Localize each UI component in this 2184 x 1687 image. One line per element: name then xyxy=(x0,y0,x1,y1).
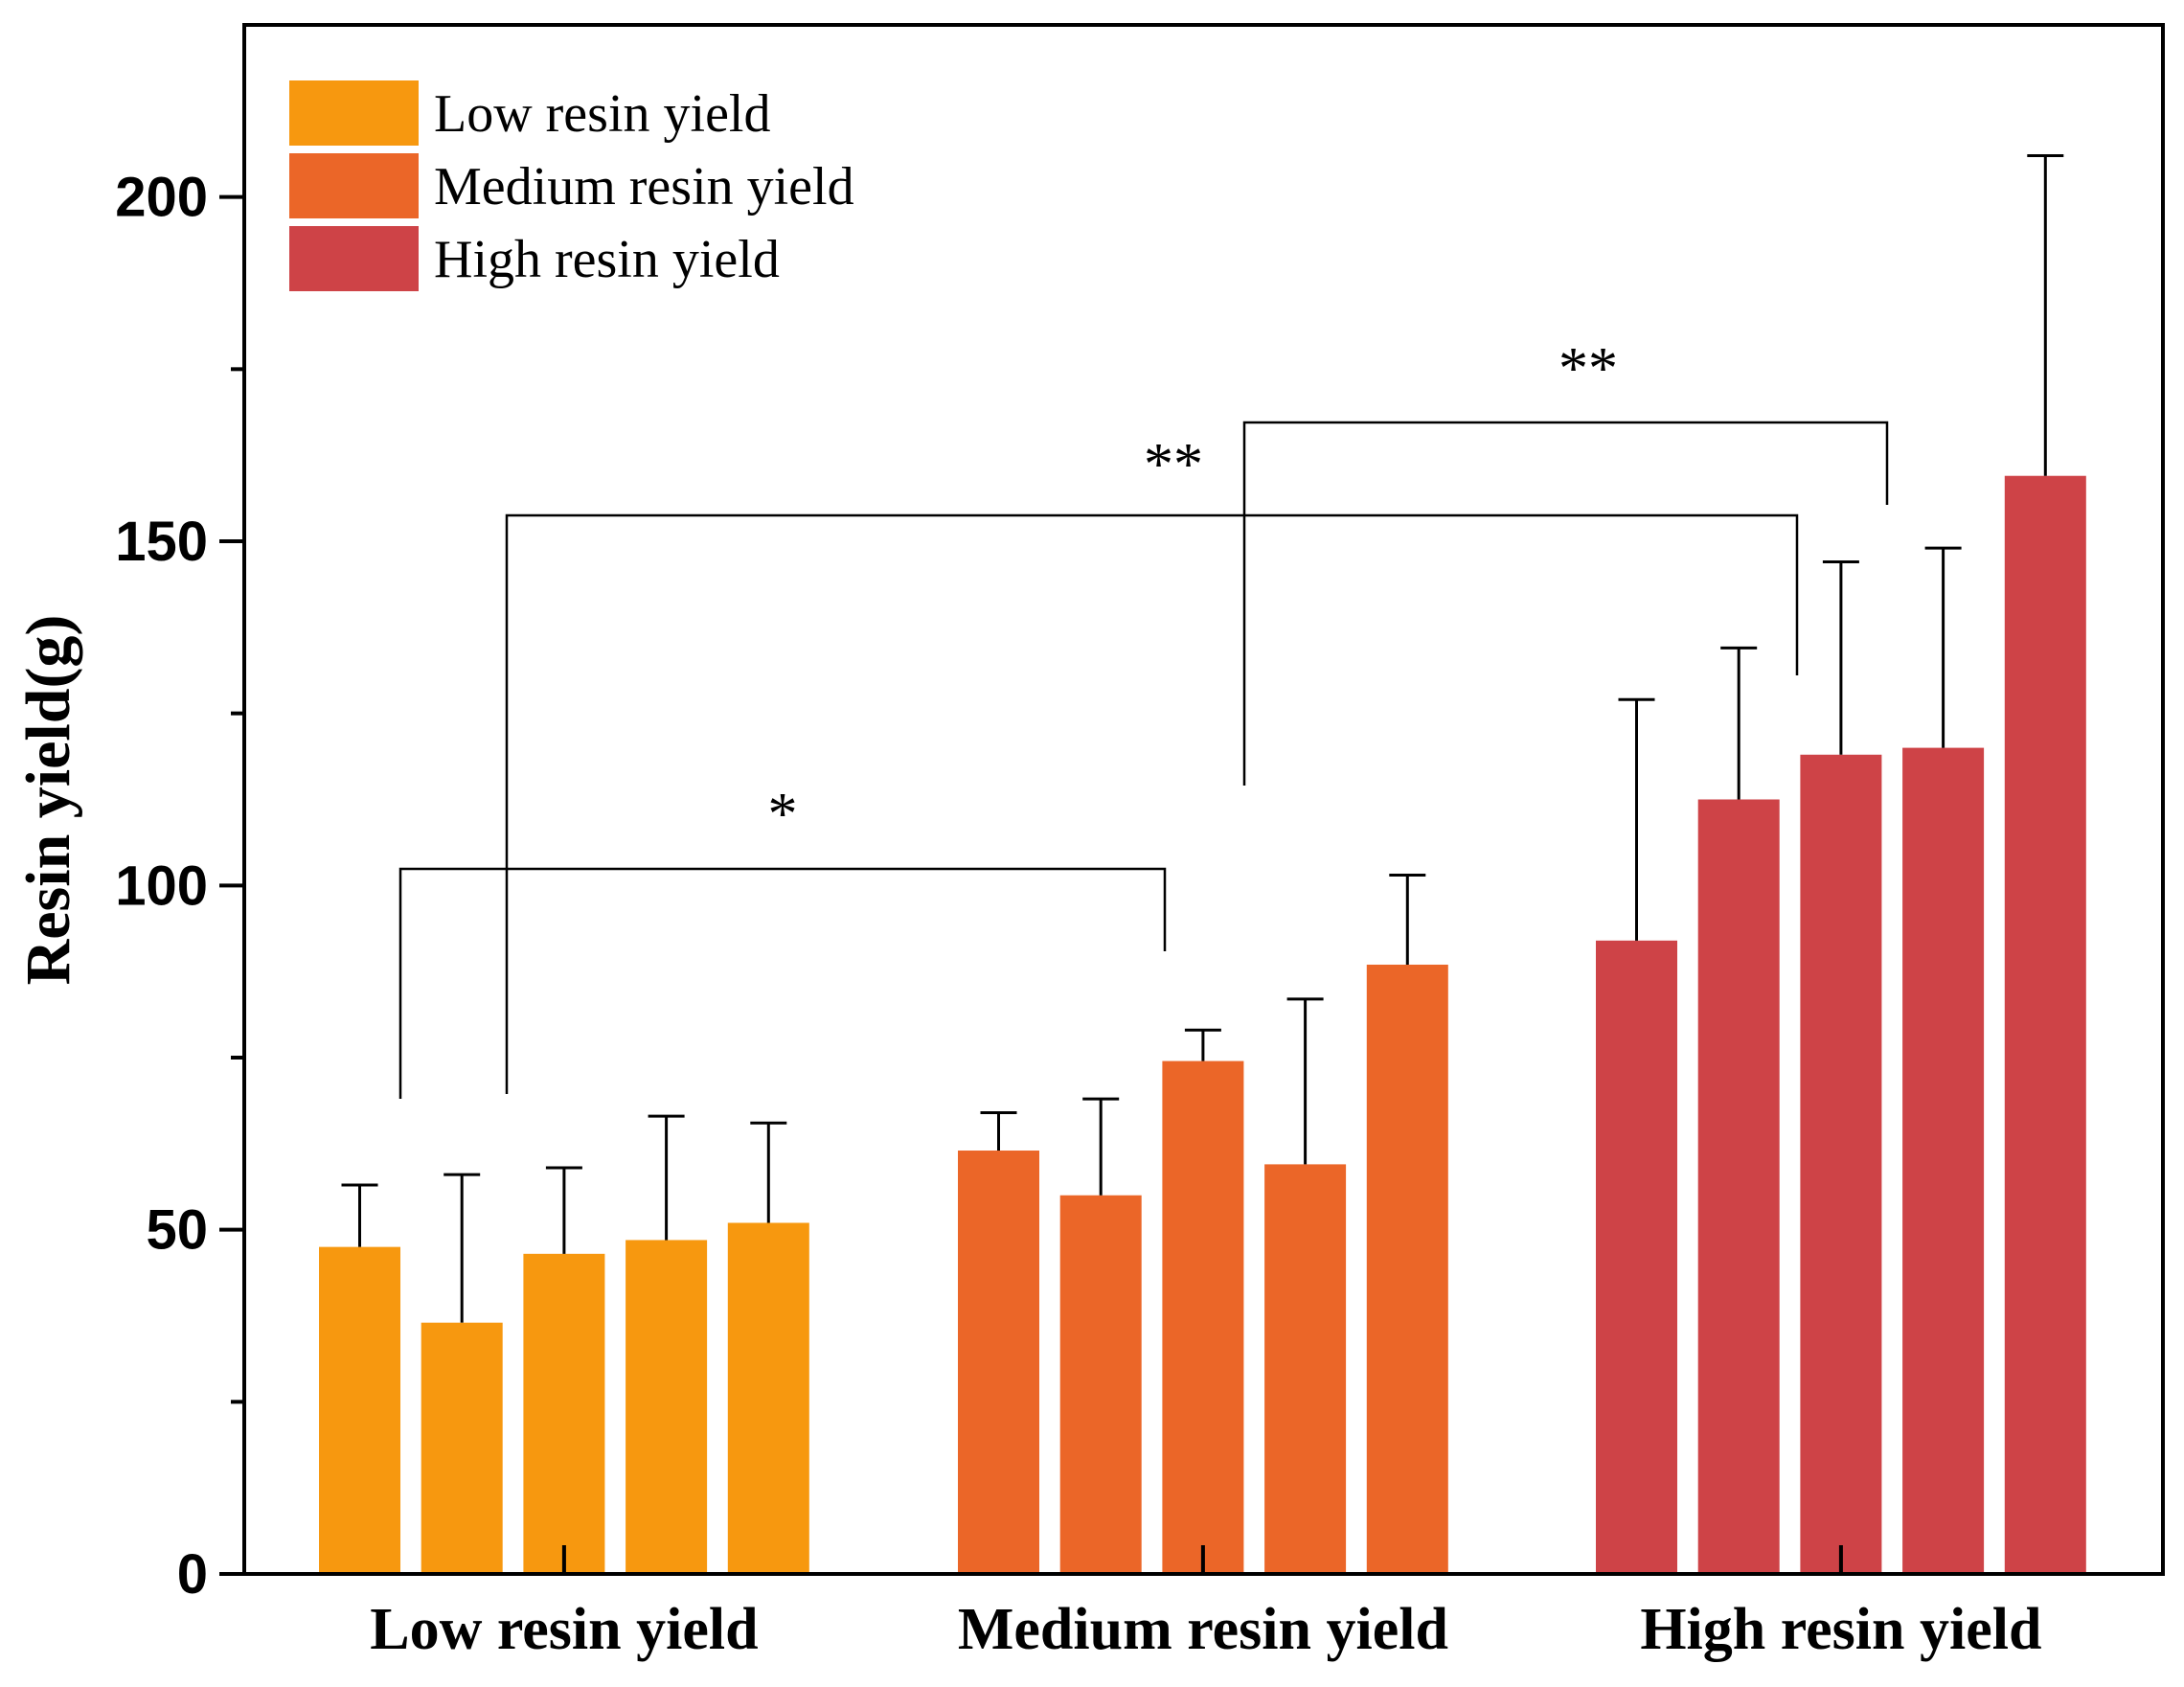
bar-2-3 xyxy=(1162,1060,1244,1574)
bar-3-2 xyxy=(1697,799,1780,1574)
significance-bracket-2 xyxy=(505,513,1799,1094)
legend-label-1: Low resin yield xyxy=(434,84,770,144)
significance-bracket-1 xyxy=(398,867,1167,1099)
x-category-label-1: Low resin yield xyxy=(370,1597,758,1662)
bar-2-1 xyxy=(958,1151,1039,1574)
bar-1-4 xyxy=(626,1240,708,1574)
bar-2-2 xyxy=(1059,1195,1142,1574)
y-tick-label-200: 200 xyxy=(115,167,208,229)
y-tick-label-100: 100 xyxy=(115,855,208,917)
significance-bracket-3 xyxy=(1242,421,1889,786)
legend-label-3: High resin yield xyxy=(434,230,780,289)
y-axis-title: Resin yield(g) xyxy=(13,615,83,986)
bar-3-1 xyxy=(1596,940,1677,1574)
y-tick-label-0: 0 xyxy=(177,1543,208,1606)
axes-layer: 0 50 100 150 200 Low resin yield Medium resin … xyxy=(13,23,2165,1662)
legend-swatch-2 xyxy=(289,153,419,218)
significance-layer: ***** xyxy=(398,336,1889,1099)
significance-label-1: * xyxy=(768,782,798,847)
x-category-label-2: Medium resin yield xyxy=(958,1597,1448,1662)
bar-2-4 xyxy=(1264,1164,1347,1574)
bars-layer xyxy=(319,475,2086,1574)
bar-2-5 xyxy=(1366,964,1448,1574)
significance-label-3: ** xyxy=(1558,336,1618,401)
legend-swatch-1 xyxy=(289,80,419,146)
y-tick-label-150: 150 xyxy=(115,511,208,573)
bar-1-2 xyxy=(421,1322,503,1574)
bar-3-4 xyxy=(1902,747,1985,1574)
legend-swatch-3 xyxy=(289,226,419,291)
legend-label-2: Medium resin yield xyxy=(434,157,854,217)
significance-label-2: ** xyxy=(1144,432,1203,497)
bar-3-5 xyxy=(2004,475,2086,1574)
bar-1-3 xyxy=(523,1253,605,1574)
legend: Low resin yield Medium resin yield High re… xyxy=(289,80,854,291)
error-bars-layer xyxy=(341,154,2064,1323)
bar-1-5 xyxy=(727,1222,809,1574)
bar-1-1 xyxy=(319,1246,400,1574)
x-category-label-3: High resin yield xyxy=(1640,1597,2041,1662)
y-tick-label-50: 50 xyxy=(146,1199,208,1262)
bar-3-3 xyxy=(1800,754,1882,1574)
